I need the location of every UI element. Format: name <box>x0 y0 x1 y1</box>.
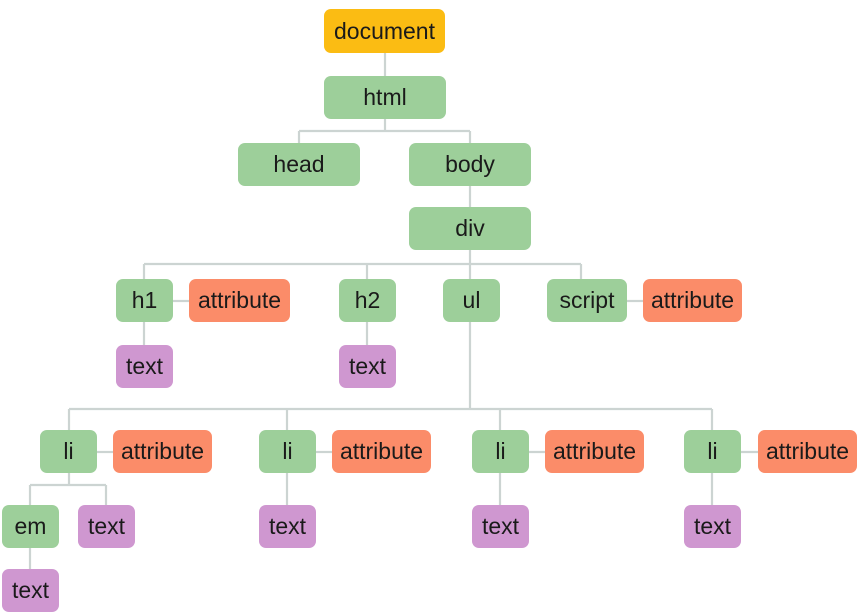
node-li-4-text: text <box>684 505 741 548</box>
node-li-4-attribute: attribute <box>758 430 857 473</box>
node-h1-attribute: attribute <box>189 279 290 322</box>
node-ul: ul <box>443 279 500 322</box>
node-li-1-attribute: attribute <box>113 430 212 473</box>
node-html: html <box>324 76 446 119</box>
node-h1-text: text <box>116 345 173 388</box>
node-li-2: li <box>259 430 316 473</box>
node-li-2-text: text <box>259 505 316 548</box>
node-document: document <box>324 9 445 53</box>
node-h2: h2 <box>339 279 396 322</box>
node-div: div <box>409 207 531 250</box>
node-li-1: li <box>40 430 97 473</box>
node-h1: h1 <box>116 279 173 322</box>
node-li-3-text: text <box>472 505 529 548</box>
node-head: head <box>238 143 360 186</box>
node-h2-text: text <box>339 345 396 388</box>
node-script-attribute: attribute <box>643 279 742 322</box>
node-em-text: text <box>2 569 59 612</box>
node-script: script <box>547 279 627 322</box>
node-li-2-attribute: attribute <box>332 430 431 473</box>
node-body: body <box>409 143 531 186</box>
node-em: em <box>2 505 59 548</box>
node-li-4: li <box>684 430 741 473</box>
node-li-3: li <box>472 430 529 473</box>
node-li-1-text: text <box>78 505 135 548</box>
node-li-3-attribute: attribute <box>545 430 644 473</box>
